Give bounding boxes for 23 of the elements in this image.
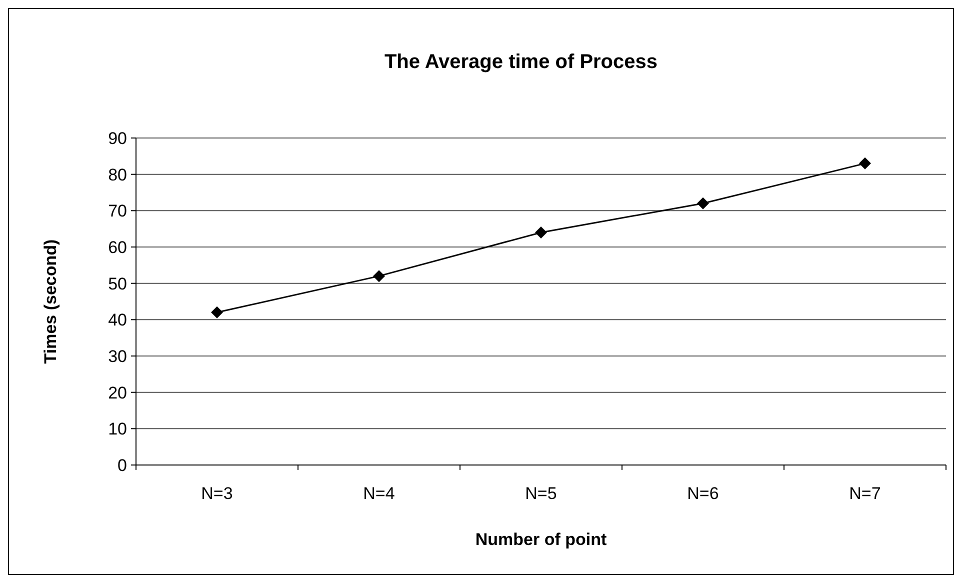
- y-tick-label: 30: [108, 346, 127, 366]
- chart-title: The Average time of Process: [384, 51, 658, 73]
- y-tick-label: 50: [108, 274, 127, 294]
- x-tick-label: N=5: [525, 484, 557, 503]
- point: [859, 157, 871, 170]
- point: [697, 197, 709, 210]
- y-tick-label: 90: [108, 128, 127, 148]
- point: [535, 226, 547, 238]
- y-tick-label: 60: [108, 238, 127, 257]
- y-tick-label: 20: [108, 383, 127, 402]
- x-tick-label: N=7: [849, 484, 881, 503]
- point: [211, 306, 223, 318]
- y-tick-label: 10: [108, 420, 127, 439]
- y-axis-title: Times (second): [41, 239, 60, 364]
- x-tick-label: N=3: [201, 484, 233, 503]
- x-tick-label: N=4: [363, 484, 395, 503]
- y-tick-label: 40: [108, 310, 127, 330]
- y-tick-label: 0: [118, 456, 127, 475]
- x-tick-label: N=6: [687, 484, 719, 503]
- y-tick-label: 80: [108, 165, 127, 184]
- point: [373, 270, 385, 282]
- y-tick-label: 70: [108, 202, 127, 221]
- x-axis-title: Number of point: [475, 530, 607, 549]
